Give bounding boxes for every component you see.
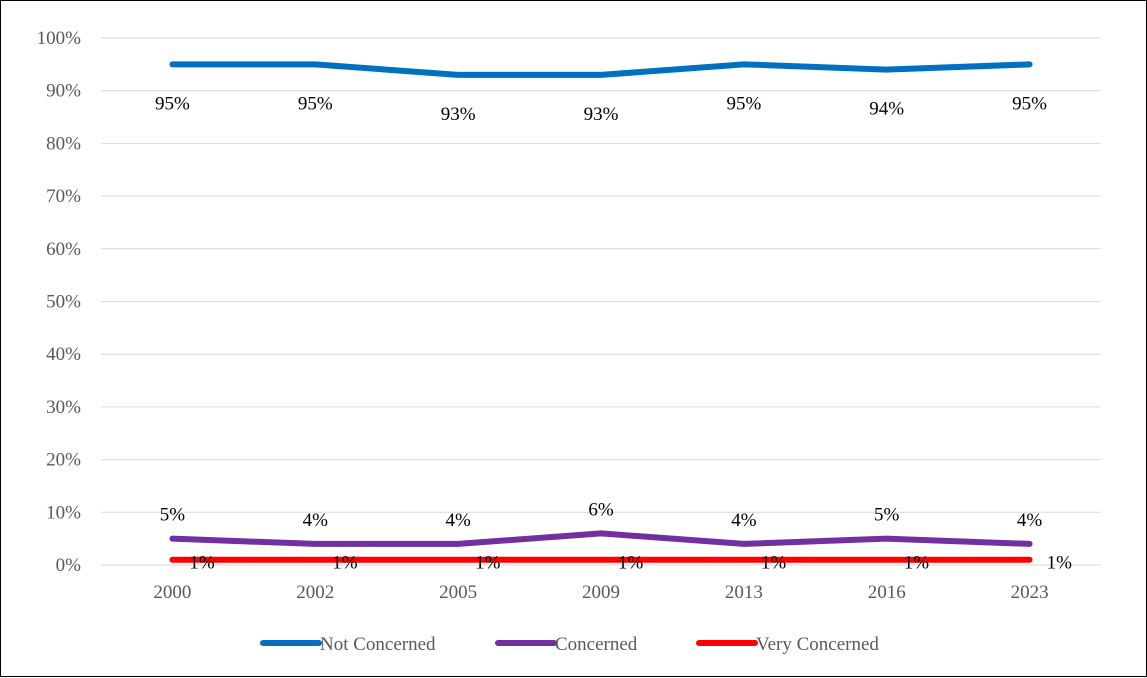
data-label: 5%	[160, 505, 186, 526]
series-line-not-concerned	[169, 61, 1033, 78]
legend-label: Concerned	[555, 634, 638, 655]
data-labels: 95% 95% 93% 93% 95% 94% 95% 5% 4% 4% 6% 4% 5% 4% 1% 1% 1…	[155, 93, 1072, 573]
data-label: 95%	[1012, 93, 1047, 114]
y-tick-label: 0%	[56, 555, 82, 576]
x-tick-label: 2016	[868, 582, 906, 603]
x-tick-label: 2013	[725, 582, 763, 603]
legend-label: Very Concerned	[756, 634, 879, 655]
data-label: 4%	[445, 510, 471, 531]
data-label: 1%	[618, 553, 644, 574]
data-label: 93%	[584, 104, 619, 125]
data-label: 6%	[588, 499, 614, 520]
y-tick-label: 40%	[46, 344, 81, 365]
data-label: 1%	[189, 553, 215, 574]
data-label: 95%	[298, 93, 333, 114]
legend: Not Concerned Concerned Very Concerned	[260, 634, 879, 655]
x-tick-label: 2002	[296, 582, 334, 603]
legend-label: Not Concerned	[320, 634, 436, 655]
series-line-concerned	[169, 530, 1033, 547]
series-lines	[169, 61, 1033, 563]
x-tick-label: 2023	[1011, 582, 1049, 603]
data-label: 93%	[441, 104, 476, 125]
y-tick-label: 90%	[46, 81, 81, 102]
x-tick-label: 2005	[439, 582, 477, 603]
data-label: 1%	[761, 553, 787, 574]
data-label: 1%	[332, 553, 358, 574]
y-tick-label: 50%	[46, 292, 81, 313]
gridlines	[101, 37, 1101, 566]
data-label: 4%	[731, 510, 757, 531]
y-tick-label: 30%	[46, 397, 81, 418]
data-label: 95%	[155, 93, 190, 114]
y-tick-label: 10%	[46, 502, 81, 523]
y-tick-label: 20%	[46, 450, 81, 471]
data-label: 94%	[869, 99, 904, 120]
data-label: 1%	[904, 553, 930, 574]
y-tick-label: 60%	[46, 239, 81, 260]
data-label: 5%	[874, 505, 900, 526]
x-tick-label: 2000	[153, 582, 191, 603]
data-label: 95%	[726, 93, 761, 114]
data-label: 4%	[303, 510, 329, 531]
data-label: 4%	[1017, 510, 1043, 531]
y-axis-ticks: 0% 10% 20% 30% 40% 50% 60% 70% 80% 90% 100%	[37, 28, 82, 576]
x-tick-label: 2009	[582, 582, 620, 603]
y-tick-label: 80%	[46, 133, 81, 154]
y-tick-label: 100%	[37, 28, 82, 49]
data-label: 1%	[475, 553, 501, 574]
data-label: 1%	[1047, 553, 1073, 574]
x-axis-ticks: 2000 2002 2005 2009 2013 2016 2023	[153, 582, 1048, 603]
y-tick-label: 70%	[46, 186, 81, 207]
